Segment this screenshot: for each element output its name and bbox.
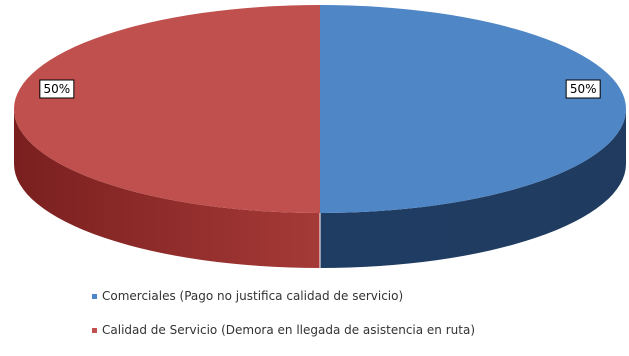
data-label: 50% — [565, 79, 601, 99]
data-label-box — [39, 79, 75, 99]
slice-comerciales — [320, 5, 626, 213]
chart-legend: Comerciales (Pago no justifica calidad d… — [92, 288, 475, 356]
legend-item: Comerciales (Pago no justifica calidad d… — [92, 288, 475, 304]
pie-chart: 50% 50% — [14, 5, 626, 268]
legend-swatch-comerciales — [92, 293, 97, 299]
slice-calidad-servicio — [14, 5, 320, 213]
data-label-box — [565, 79, 601, 99]
slice-calidad-servicio-side — [14, 109, 320, 268]
legend-label-comerciales: Comerciales (Pago no justifica calidad d… — [102, 289, 404, 303]
legend-label-calidad-servicio: Calidad de Servicio (Demora en llegada d… — [102, 323, 476, 337]
data-label-text: 50% — [44, 82, 71, 96]
legend-item: Calidad de Servicio (Demora en llegada d… — [92, 322, 475, 338]
data-label: 50% — [39, 79, 75, 99]
slice-comerciales-side — [320, 109, 626, 268]
data-label-text: 50% — [570, 82, 597, 96]
legend-swatch-calidad-servicio — [92, 327, 97, 333]
